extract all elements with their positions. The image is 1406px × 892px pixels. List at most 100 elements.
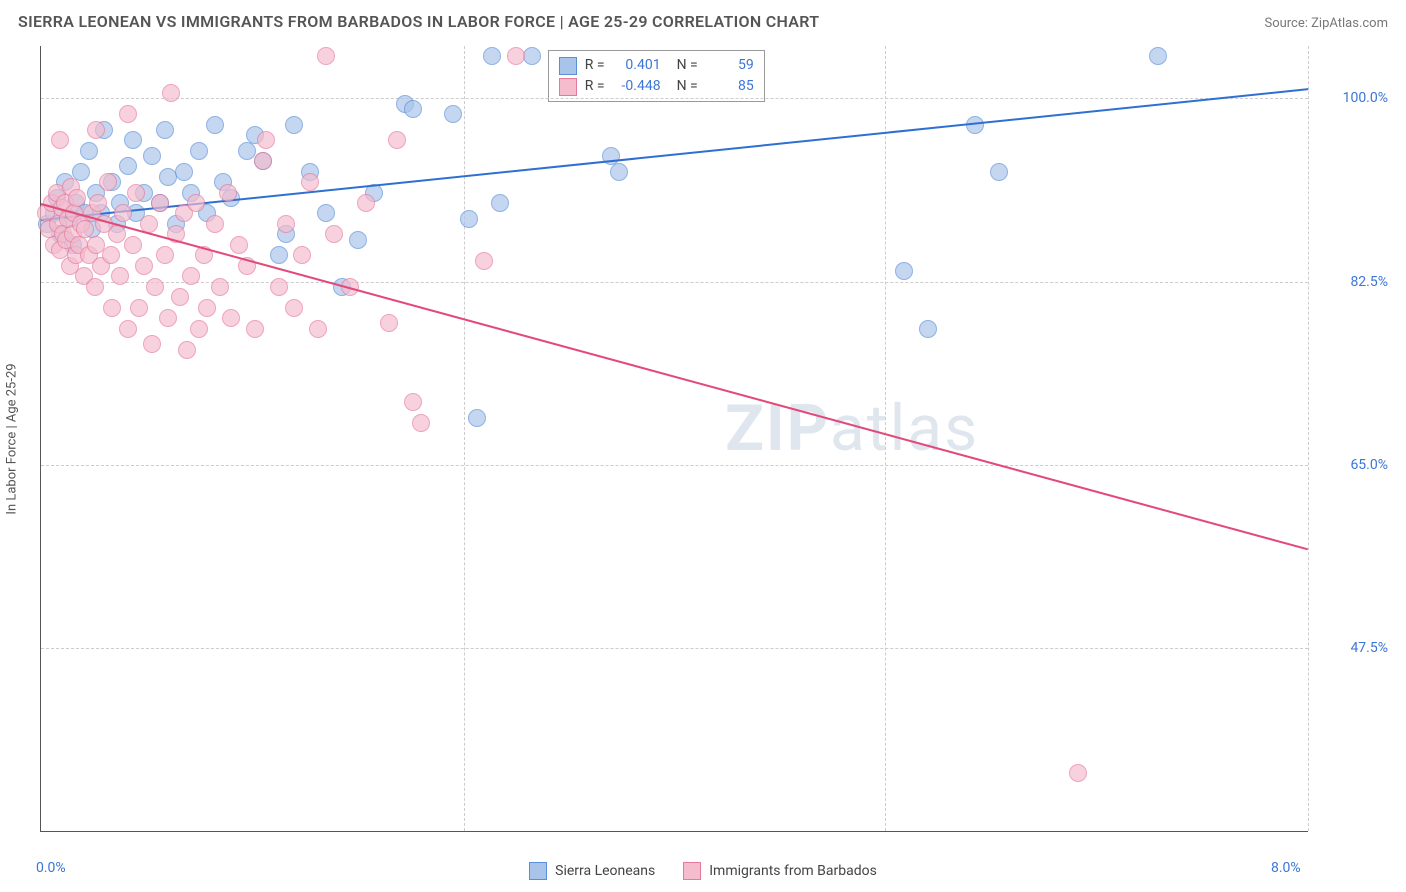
data-point xyxy=(285,299,303,317)
data-point xyxy=(146,278,164,296)
data-point xyxy=(156,121,174,139)
data-point xyxy=(111,267,129,285)
gridline-h xyxy=(41,648,1308,649)
data-point xyxy=(156,246,174,264)
stats-row: R =-0.448N =85 xyxy=(559,76,754,97)
data-point xyxy=(325,225,343,243)
r-label: R = xyxy=(585,76,605,97)
data-point xyxy=(190,320,208,338)
legend-item: Sierra Leoneans xyxy=(529,862,655,880)
y-tick-label: 65.0% xyxy=(1318,457,1388,473)
data-point xyxy=(187,194,205,212)
data-point xyxy=(86,278,104,296)
source-attribution: Source: ZipAtlas.com xyxy=(1264,16,1388,31)
plot-area: ZIPatlas R =0.401N =59R =-0.448N =85 xyxy=(40,46,1308,832)
data-point xyxy=(444,105,462,123)
data-point xyxy=(206,215,224,233)
y-axis-label: In Labor Force | Age 25-29 xyxy=(5,363,20,514)
chart-title: SIERRA LEONEAN VS IMMIGRANTS FROM BARBAD… xyxy=(18,12,819,31)
data-point xyxy=(301,173,319,191)
gridline-h xyxy=(41,465,1308,466)
data-point xyxy=(51,131,69,149)
legend-swatch xyxy=(559,57,577,75)
watermark-light: atlas xyxy=(830,391,979,466)
data-point xyxy=(119,320,137,338)
data-point xyxy=(1149,47,1167,65)
data-point xyxy=(404,393,422,411)
y-tick-label: 47.5% xyxy=(1318,640,1388,656)
data-point xyxy=(99,173,117,191)
data-point xyxy=(182,267,200,285)
data-point xyxy=(388,131,406,149)
r-value: 0.401 xyxy=(613,55,661,76)
stats-row: R =0.401N =59 xyxy=(559,55,754,76)
legend-item: Immigrants from Barbados xyxy=(683,862,877,880)
data-point xyxy=(198,299,216,317)
data-point xyxy=(317,47,335,65)
data-point xyxy=(89,194,107,212)
data-point xyxy=(483,47,501,65)
data-point xyxy=(108,225,126,243)
data-point xyxy=(135,257,153,275)
n-value: 59 xyxy=(706,55,754,76)
data-point xyxy=(460,210,478,228)
data-point xyxy=(222,309,240,327)
legend-label: Immigrants from Barbados xyxy=(709,863,877,879)
chart-container: In Labor Force | Age 25-29 ZIPatlas R =0… xyxy=(40,46,1388,832)
data-point xyxy=(238,142,256,160)
n-label: N = xyxy=(677,55,698,76)
data-point xyxy=(257,131,275,149)
data-point xyxy=(919,320,937,338)
data-point xyxy=(270,246,288,264)
regression-line xyxy=(41,203,1309,550)
data-point xyxy=(162,84,180,102)
data-point xyxy=(127,184,145,202)
data-point xyxy=(380,314,398,332)
data-point xyxy=(87,121,105,139)
data-point xyxy=(230,236,248,254)
data-point xyxy=(357,194,375,212)
data-point xyxy=(124,131,142,149)
data-point xyxy=(990,163,1008,181)
data-point xyxy=(293,246,311,264)
data-point xyxy=(412,414,430,432)
data-point xyxy=(349,231,367,249)
data-point xyxy=(270,278,288,296)
stats-box: R =0.401N =59R =-0.448N =85 xyxy=(548,50,765,102)
data-point xyxy=(404,100,422,118)
data-point xyxy=(1069,764,1087,782)
data-point xyxy=(159,309,177,327)
data-point xyxy=(190,142,208,160)
data-point xyxy=(114,204,132,222)
data-point xyxy=(171,288,189,306)
legend-swatch xyxy=(559,78,577,96)
data-point xyxy=(895,262,913,280)
data-point xyxy=(143,335,161,353)
data-point xyxy=(507,47,525,65)
data-point xyxy=(610,163,628,181)
data-point xyxy=(309,320,327,338)
data-point xyxy=(119,157,137,175)
data-point xyxy=(219,184,237,202)
data-point xyxy=(130,299,148,317)
data-point xyxy=(68,189,86,207)
data-point xyxy=(475,252,493,270)
y-tick-label: 100.0% xyxy=(1318,90,1388,106)
data-point xyxy=(175,163,193,181)
data-point xyxy=(211,278,229,296)
data-point xyxy=(277,215,295,233)
data-point xyxy=(103,299,121,317)
gridline-v xyxy=(885,46,886,831)
watermark: ZIPatlas xyxy=(725,391,979,466)
legend-swatch xyxy=(529,862,547,880)
data-point xyxy=(124,236,142,254)
data-point xyxy=(143,147,161,165)
gridline-h xyxy=(41,98,1308,99)
r-value: -0.448 xyxy=(613,76,661,97)
data-point xyxy=(285,116,303,134)
data-point xyxy=(468,409,486,427)
legend-swatch xyxy=(683,862,701,880)
data-point xyxy=(317,204,335,222)
gridline-v xyxy=(464,46,465,831)
data-point xyxy=(76,220,94,238)
